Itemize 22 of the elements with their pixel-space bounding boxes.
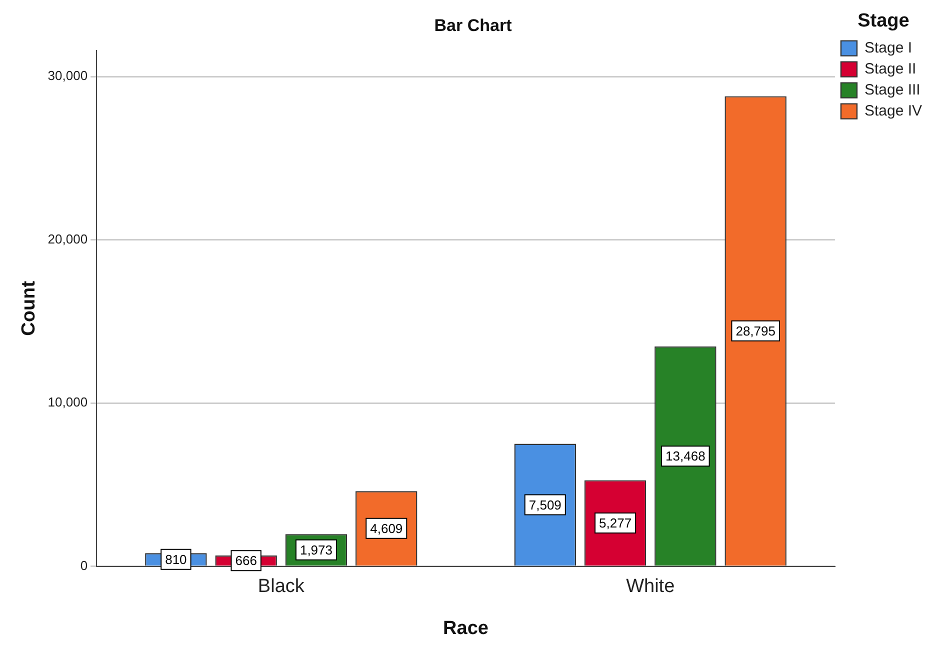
x-axis-title: Race (443, 618, 488, 639)
y-tick-label: 30,000 (48, 68, 88, 84)
legend-label: Stage IV (864, 102, 922, 120)
legend-label: Stage III (864, 81, 920, 98)
y-tick-label: 10,000 (48, 394, 88, 410)
x-tick-label: White (626, 576, 675, 598)
x-tick-label: Black (258, 576, 305, 598)
data-label: 1,973 (300, 542, 333, 558)
data-label: 4,609 (370, 520, 403, 536)
data-label: 7,509 (528, 497, 562, 512)
legend-label: Stage I (864, 39, 912, 56)
y-axis-title: Count (18, 280, 40, 336)
data-label: 810 (165, 552, 187, 567)
legend-title: Stage (858, 10, 910, 32)
data-label: 5,277 (599, 516, 632, 531)
legend-label: Stage II (864, 60, 916, 78)
data-label: 13,468 (666, 448, 706, 464)
y-tick-label: 0 (80, 558, 88, 573)
data-label: 666 (235, 553, 257, 568)
chart-title: Bar Chart (434, 16, 512, 35)
y-tick-label: 20,000 (48, 231, 88, 246)
data-label: 28,795 (736, 324, 776, 339)
